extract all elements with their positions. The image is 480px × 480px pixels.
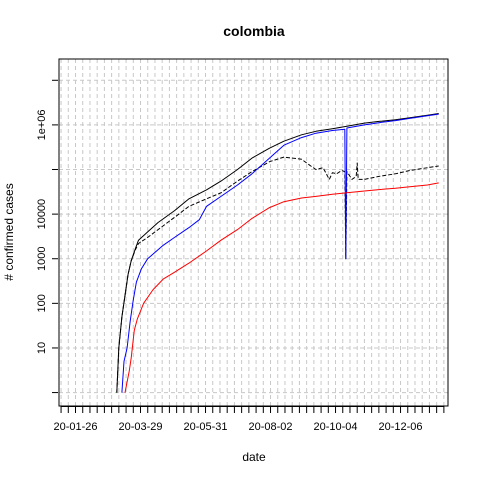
y-tick-label: 10 <box>36 342 48 354</box>
y-tick-label: 10000 <box>36 199 48 230</box>
plot-frame <box>58 58 449 407</box>
y-tick-label: 100 <box>36 294 48 312</box>
grid <box>59 59 448 406</box>
x-tick-label: 20-01-26 <box>53 421 97 433</box>
x-tick-label: 20-12-06 <box>379 421 423 433</box>
series-line-2 <box>116 156 439 393</box>
series-line-3 <box>121 113 439 393</box>
series-layer <box>116 113 439 393</box>
x-axis-label: date <box>242 450 266 464</box>
series-line-1 <box>116 113 439 393</box>
x-tick-label: 20-03-29 <box>118 421 162 433</box>
y-tick-label: 1e+06 <box>36 109 48 140</box>
x-tick-label: 20-05-31 <box>183 421 227 433</box>
series-line-4 <box>124 182 439 393</box>
x-tick-label: 20-08-02 <box>249 421 293 433</box>
chart-title: colombia <box>223 23 285 39</box>
y-axis-label: # confirmed cases <box>2 183 16 280</box>
x-tick-label: 20-10-04 <box>314 421 358 433</box>
x-axis: 20-01-26 20-03-29 20-05-31 20-08-02 20-10-04… <box>53 406 445 433</box>
y-axis: 10 100 1000 10000 1e+06 <box>36 79 58 394</box>
y-tick-label: 1000 <box>36 246 48 270</box>
